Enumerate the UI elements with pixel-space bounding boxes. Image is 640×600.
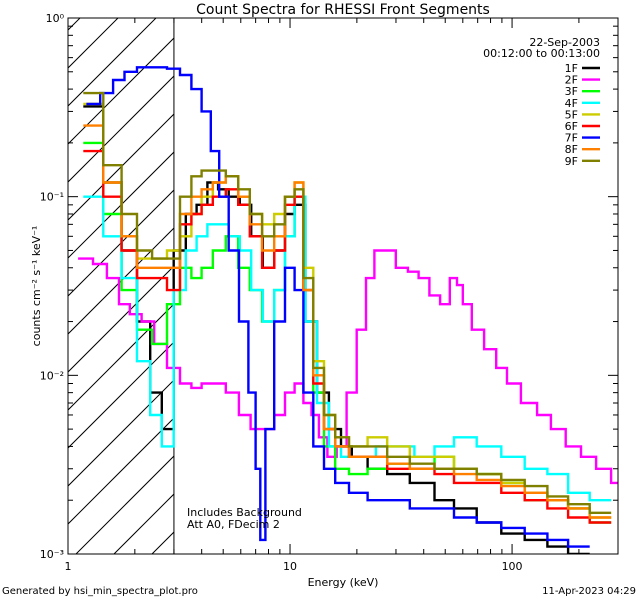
legend-label-6F: 6F bbox=[565, 120, 578, 133]
y-axis-label: counts cm⁻² s⁻¹ keV⁻¹ bbox=[30, 226, 43, 347]
hatch-line bbox=[68, 18, 81, 31]
legend-label-5F: 5F bbox=[565, 108, 578, 121]
y-tick-label: 10⁰ bbox=[46, 12, 65, 25]
y-tick-label: 10⁻² bbox=[40, 369, 64, 382]
hatch-line bbox=[68, 341, 174, 449]
series-group bbox=[78, 66, 618, 554]
x-tick-label: 1 bbox=[65, 560, 72, 573]
legend-label-7F: 7F bbox=[565, 132, 578, 145]
series-line-2F bbox=[78, 249, 618, 485]
hatch-line bbox=[68, 227, 174, 335]
y-tick-label: 10⁻³ bbox=[40, 548, 64, 561]
hatch-line bbox=[68, 151, 174, 259]
series-line-8F bbox=[83, 124, 612, 519]
y-tick-label: 10⁻¹ bbox=[40, 191, 64, 204]
observation-date: 22-Sep-2003 bbox=[529, 36, 600, 49]
x-axis-label: Energy (keV) bbox=[308, 576, 379, 589]
legend-label-2F: 2F bbox=[565, 74, 578, 87]
legend-label-4F: 4F bbox=[565, 97, 578, 110]
x-tick-label: 100 bbox=[502, 560, 523, 573]
footer-timestamp: 11-Apr-2023 04:29 bbox=[542, 586, 636, 597]
series-line-7F bbox=[86, 66, 590, 548]
observation-time-range: 00:12:00 to 00:13:00 bbox=[483, 47, 600, 60]
footer-generated-by: Generated by hsi_min_spectra_plot.pro bbox=[2, 586, 198, 597]
legend-label-9F: 9F bbox=[565, 155, 578, 168]
legend-label-1F: 1F bbox=[565, 62, 578, 75]
hatch-line bbox=[68, 18, 119, 69]
annotation-attenuator: Att A0, FDecim 2 bbox=[187, 518, 280, 531]
hatch-line bbox=[68, 379, 174, 487]
annotation-background: Includes Background bbox=[187, 506, 302, 519]
series-line-4F bbox=[83, 195, 612, 502]
legend-label-8F: 8F bbox=[565, 143, 578, 156]
hatch-line bbox=[68, 417, 174, 525]
axis-ticks: 1 10 100 10⁰ 10⁻¹ 10⁻² 10⁻³ bbox=[40, 12, 619, 573]
series-line-1F bbox=[83, 105, 590, 554]
legend-label-3F: 3F bbox=[565, 85, 578, 98]
series-line-6F bbox=[83, 149, 612, 524]
x-tick-label: 10 bbox=[283, 560, 297, 573]
plot-frame bbox=[67, 17, 619, 555]
hatch-line bbox=[68, 18, 157, 107]
hatched-region bbox=[68, 18, 174, 554]
hatch-line bbox=[68, 189, 174, 297]
series-line-9F bbox=[83, 91, 612, 514]
chart-title: Count Spectra for RHESSI Front Segments bbox=[196, 2, 490, 18]
